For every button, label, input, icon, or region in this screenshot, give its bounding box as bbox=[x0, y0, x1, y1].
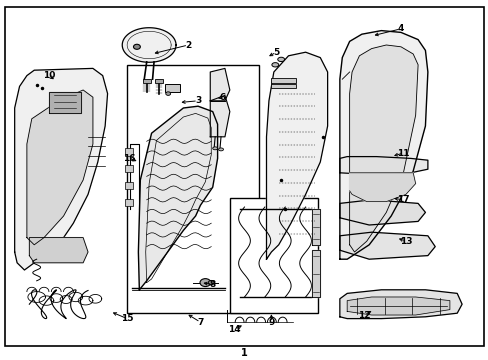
Ellipse shape bbox=[200, 279, 210, 287]
Polygon shape bbox=[15, 68, 107, 270]
Polygon shape bbox=[349, 45, 417, 252]
Polygon shape bbox=[266, 52, 327, 259]
Ellipse shape bbox=[271, 63, 278, 67]
Text: 14: 14 bbox=[228, 325, 241, 334]
Polygon shape bbox=[27, 90, 93, 245]
Polygon shape bbox=[339, 200, 425, 225]
Polygon shape bbox=[49, 92, 81, 113]
Text: 15: 15 bbox=[121, 314, 133, 323]
Polygon shape bbox=[339, 31, 427, 259]
Text: 5: 5 bbox=[273, 48, 279, 57]
Bar bbox=[271, 78, 295, 83]
Bar bbox=[124, 148, 133, 156]
Ellipse shape bbox=[277, 57, 284, 62]
Polygon shape bbox=[138, 106, 217, 290]
Bar bbox=[142, 79, 150, 83]
Text: 4: 4 bbox=[397, 24, 404, 33]
Polygon shape bbox=[339, 290, 461, 319]
Text: 16: 16 bbox=[123, 154, 136, 163]
Text: 11: 11 bbox=[396, 149, 409, 158]
Polygon shape bbox=[210, 95, 229, 137]
Bar bbox=[229, 198, 317, 313]
Polygon shape bbox=[339, 232, 434, 259]
Bar bbox=[124, 165, 133, 172]
Polygon shape bbox=[339, 157, 427, 175]
Polygon shape bbox=[311, 250, 320, 297]
Polygon shape bbox=[311, 209, 320, 245]
Polygon shape bbox=[210, 68, 229, 101]
Polygon shape bbox=[29, 238, 88, 263]
Text: 6: 6 bbox=[219, 93, 225, 102]
Text: 1: 1 bbox=[241, 348, 247, 358]
Text: 12: 12 bbox=[357, 310, 370, 320]
Ellipse shape bbox=[218, 148, 223, 151]
Text: 10: 10 bbox=[42, 71, 55, 80]
Text: 9: 9 bbox=[267, 318, 274, 327]
Bar bbox=[165, 84, 180, 92]
Bar bbox=[271, 84, 295, 88]
Bar bbox=[124, 182, 133, 189]
Text: 8: 8 bbox=[209, 280, 215, 289]
Polygon shape bbox=[122, 28, 176, 62]
Ellipse shape bbox=[165, 92, 170, 95]
Bar bbox=[127, 65, 259, 313]
Text: 3: 3 bbox=[195, 96, 201, 105]
Bar bbox=[124, 199, 133, 206]
Bar bbox=[155, 79, 163, 83]
Ellipse shape bbox=[133, 44, 140, 49]
Text: 7: 7 bbox=[197, 318, 203, 327]
Ellipse shape bbox=[212, 147, 217, 150]
Polygon shape bbox=[346, 297, 449, 315]
Text: 2: 2 bbox=[185, 41, 191, 50]
Text: 17: 17 bbox=[396, 195, 409, 204]
Ellipse shape bbox=[208, 280, 214, 285]
Polygon shape bbox=[349, 173, 415, 202]
Text: 13: 13 bbox=[399, 237, 411, 246]
